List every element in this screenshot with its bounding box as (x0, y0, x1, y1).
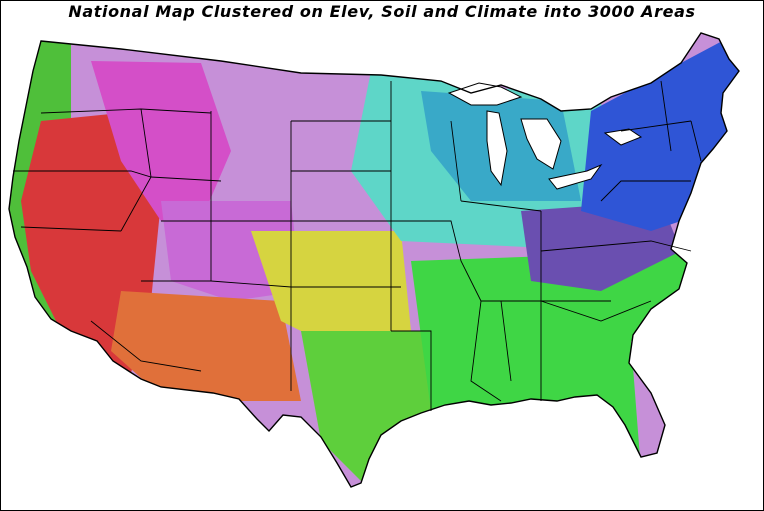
lake-michigan (486, 110, 508, 187)
lake-ontario (603, 128, 643, 146)
lake-superior (447, 82, 523, 106)
lake-erie (548, 163, 603, 190)
region-northeast (581, 33, 739, 231)
region-great-basin (91, 61, 231, 221)
region-texas (301, 331, 441, 487)
region-southeast (411, 251, 691, 471)
state-borders (13, 80, 702, 411)
great-lakes (447, 82, 643, 190)
region-southwest (111, 291, 301, 401)
map-title: National Map Clustered on Elev, Soil and… (68, 2, 696, 21)
lake-huron (520, 118, 562, 170)
